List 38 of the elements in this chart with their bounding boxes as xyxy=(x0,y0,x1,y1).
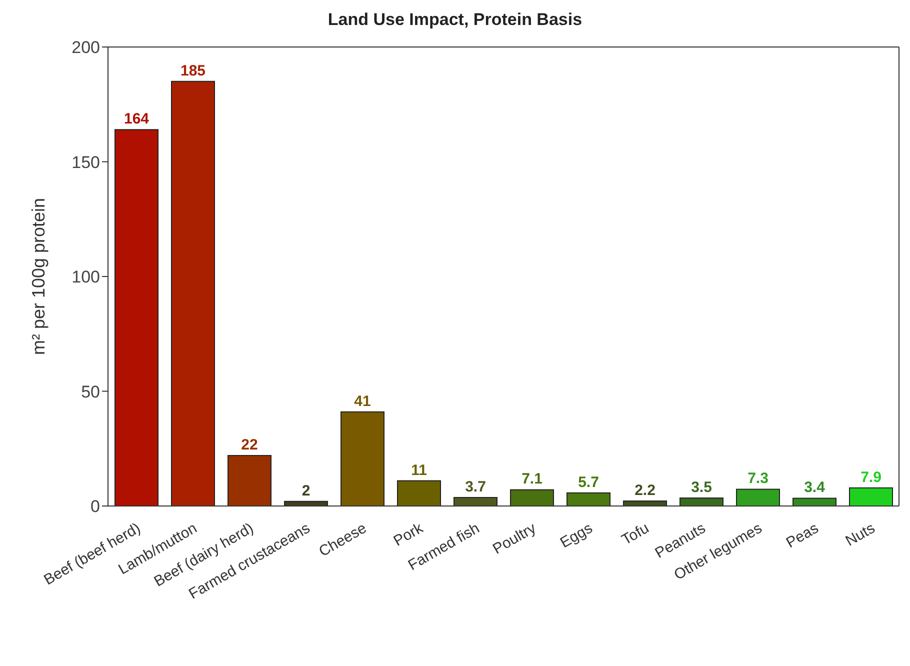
x-tick-label: Peas xyxy=(783,520,822,552)
bar xyxy=(340,411,384,506)
data-label: 3.5 xyxy=(691,478,712,496)
y-axis-title: m² per 100g protein xyxy=(28,198,48,356)
data-label: 164 xyxy=(124,110,150,128)
bar xyxy=(680,497,724,506)
y-tick-label: 150 xyxy=(72,152,100,172)
data-label: 22 xyxy=(241,436,258,454)
data-label: 3.7 xyxy=(465,478,486,496)
x-tick-label: Eggs xyxy=(557,520,596,552)
data-label: 185 xyxy=(180,62,206,80)
y-tick-label: 50 xyxy=(81,382,100,402)
bar xyxy=(566,492,610,506)
data-label: 3.4 xyxy=(804,479,826,496)
bar xyxy=(171,80,215,506)
bar xyxy=(397,480,441,506)
bar xyxy=(454,497,498,506)
y-tick-label: 200 xyxy=(72,38,100,58)
x-tick-label: Nuts xyxy=(842,520,878,550)
data-label: 7.3 xyxy=(748,470,768,488)
bar xyxy=(228,455,272,506)
data-label: 2 xyxy=(302,482,310,500)
bar xyxy=(114,129,158,506)
data-label: 7.1 xyxy=(522,470,542,488)
y-tick-label: 100 xyxy=(72,268,100,287)
data-label: 41 xyxy=(354,392,371,410)
bar xyxy=(849,487,893,506)
bar xyxy=(510,489,554,506)
data-label: 7.9 xyxy=(860,468,882,486)
data-label: 11 xyxy=(411,462,427,479)
data-label: 2.2 xyxy=(634,482,656,499)
bar xyxy=(736,488,780,506)
y-tick-label: 0 xyxy=(90,497,100,516)
data-label: 5.7 xyxy=(578,474,599,491)
chart-title: Land Use Impact, Protein Basis xyxy=(326,9,584,31)
x-tick-label: Tofu xyxy=(618,520,652,549)
bar xyxy=(623,500,667,506)
bar xyxy=(792,498,836,506)
